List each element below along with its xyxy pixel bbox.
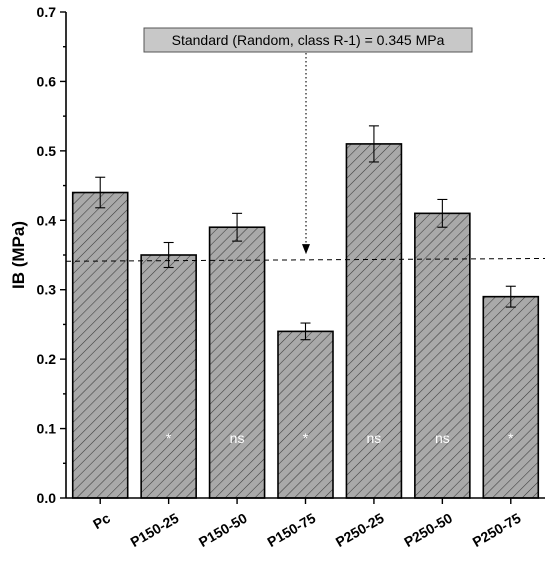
y-tick-label: 0.5 (37, 143, 57, 159)
y-tick-label: 0.6 (37, 73, 57, 89)
bar (277, 330, 334, 499)
y-tick-label: 0.2 (37, 351, 57, 367)
y-axis-label: IB (MPa) (9, 221, 28, 289)
y-tick-label: 0.3 (37, 282, 57, 298)
annotation-box (143, 27, 473, 53)
x-tick-label: Pc (90, 510, 113, 533)
bar-labels-group: * ns * ns ns * (166, 430, 514, 446)
bar (208, 226, 266, 499)
bar-significance-label: ns (367, 430, 382, 446)
y-tick-label: 0.1 (37, 421, 57, 437)
y-tick-label: 0.4 (37, 212, 57, 228)
x-tick-label: P250-75 (470, 510, 524, 550)
x-tick-label: P150-50 (196, 510, 250, 550)
reference-line (65, 257, 546, 262)
annotation-text: Standard (Random, class R-1) = 0.345 MPa (172, 32, 445, 48)
x-tick-label: P150-25 (128, 510, 182, 550)
bar-significance-label: ns (230, 430, 245, 446)
error-bars-group (95, 125, 516, 341)
bar-significance-label: ns (435, 430, 450, 446)
bar-significance-label: * (303, 430, 309, 446)
x-tick-label: P150-75 (264, 510, 318, 550)
x-tick-label: P250-50 (401, 510, 455, 550)
y-ticks-group: 0.0 0.1 0.2 0.3 0.4 0.5 0.6 0.7 (37, 4, 66, 506)
annotation: Standard (Random, class R-1) = 0.345 MPa (143, 27, 473, 255)
y-tick-label: 0.7 (37, 4, 57, 20)
bar (71, 191, 129, 499)
bar-significance-label: * (508, 430, 514, 446)
x-tick-label: P250-25 (333, 510, 387, 550)
x-ticks-group: Pc P150-25 P150-50 P150-75 P250-25 P250-50 P25… (90, 498, 524, 550)
bar (482, 295, 540, 499)
bar-significance-label: * (166, 430, 172, 446)
bar (414, 212, 471, 499)
bar (140, 254, 197, 499)
y-tick-label: 0.0 (37, 490, 57, 506)
